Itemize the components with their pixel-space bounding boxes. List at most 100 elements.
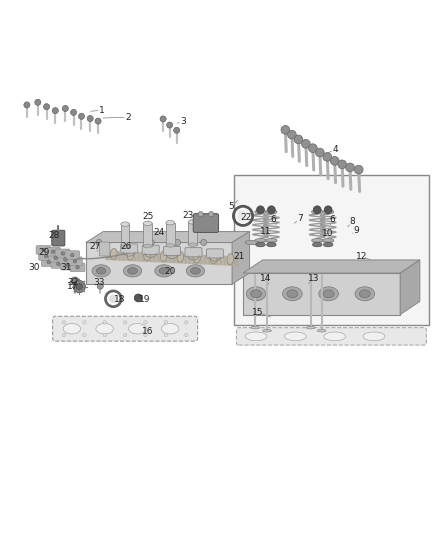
Text: 1: 1 [99,106,105,115]
Ellipse shape [143,244,152,248]
Circle shape [166,122,173,128]
Ellipse shape [324,332,346,341]
Ellipse shape [96,268,106,274]
Circle shape [198,212,203,217]
Circle shape [173,127,180,133]
Circle shape [288,130,296,139]
Ellipse shape [319,287,339,301]
Text: 14: 14 [260,274,271,283]
Ellipse shape [191,268,200,274]
Circle shape [71,253,74,257]
Circle shape [315,148,324,157]
Circle shape [43,103,49,110]
Ellipse shape [246,287,266,301]
FancyBboxPatch shape [193,214,219,232]
Ellipse shape [283,287,302,301]
FancyBboxPatch shape [53,316,198,341]
Circle shape [354,165,363,174]
Bar [121,224,130,247]
Ellipse shape [359,290,370,298]
Circle shape [95,118,101,124]
Text: 4: 4 [332,145,338,154]
Ellipse shape [92,265,110,277]
FancyBboxPatch shape [70,263,85,272]
Text: 25: 25 [143,212,154,221]
Text: 28: 28 [48,231,60,239]
FancyBboxPatch shape [121,244,138,253]
FancyBboxPatch shape [237,328,426,345]
FancyBboxPatch shape [60,261,75,270]
Circle shape [346,163,354,172]
Circle shape [54,256,57,260]
Text: 17: 17 [67,281,78,290]
Ellipse shape [177,252,184,262]
Circle shape [164,321,168,324]
Ellipse shape [194,252,200,263]
Text: 31: 31 [60,263,72,272]
Circle shape [257,206,265,214]
Text: 30: 30 [28,263,39,272]
Bar [188,222,197,245]
Ellipse shape [311,210,323,214]
FancyBboxPatch shape [163,246,180,256]
Ellipse shape [323,243,333,247]
Ellipse shape [161,324,179,334]
Ellipse shape [110,248,117,259]
Text: 15: 15 [252,308,263,317]
Text: 11: 11 [260,227,272,236]
Ellipse shape [306,326,315,329]
FancyBboxPatch shape [52,230,65,246]
Text: 23: 23 [183,212,194,220]
Polygon shape [243,273,400,314]
Text: 27: 27 [89,242,101,251]
Ellipse shape [159,268,169,274]
Ellipse shape [121,222,130,227]
Circle shape [103,333,106,337]
Circle shape [301,140,310,148]
Circle shape [184,321,188,324]
Circle shape [174,239,180,246]
Text: 29: 29 [39,248,50,257]
FancyBboxPatch shape [39,252,53,261]
Circle shape [96,239,102,246]
Text: 9: 9 [353,226,359,235]
Circle shape [184,333,188,337]
Circle shape [73,280,85,293]
Circle shape [109,294,118,303]
Circle shape [62,106,68,111]
Text: 6: 6 [271,215,276,224]
Text: 33: 33 [94,278,105,287]
Circle shape [61,252,64,255]
Circle shape [330,157,339,165]
Circle shape [42,248,45,252]
FancyBboxPatch shape [185,248,202,257]
FancyBboxPatch shape [55,249,70,258]
Circle shape [160,116,166,122]
Ellipse shape [255,239,266,242]
Ellipse shape [322,239,334,242]
Circle shape [148,239,154,246]
Circle shape [44,254,48,258]
Polygon shape [243,260,420,273]
Ellipse shape [251,326,260,329]
Circle shape [144,321,147,324]
Ellipse shape [128,268,138,274]
Text: 32: 32 [67,278,79,287]
Circle shape [78,113,85,119]
Circle shape [281,125,290,134]
Circle shape [268,206,276,214]
FancyBboxPatch shape [142,245,159,254]
Ellipse shape [160,251,167,262]
Text: 24: 24 [153,228,164,237]
Circle shape [87,116,93,122]
Ellipse shape [355,287,374,301]
Ellipse shape [188,243,197,246]
Polygon shape [86,243,232,284]
Ellipse shape [266,239,277,242]
Circle shape [83,321,86,324]
Ellipse shape [143,221,152,225]
Ellipse shape [121,245,130,248]
Ellipse shape [166,221,175,225]
FancyBboxPatch shape [51,260,66,268]
Circle shape [164,333,168,337]
